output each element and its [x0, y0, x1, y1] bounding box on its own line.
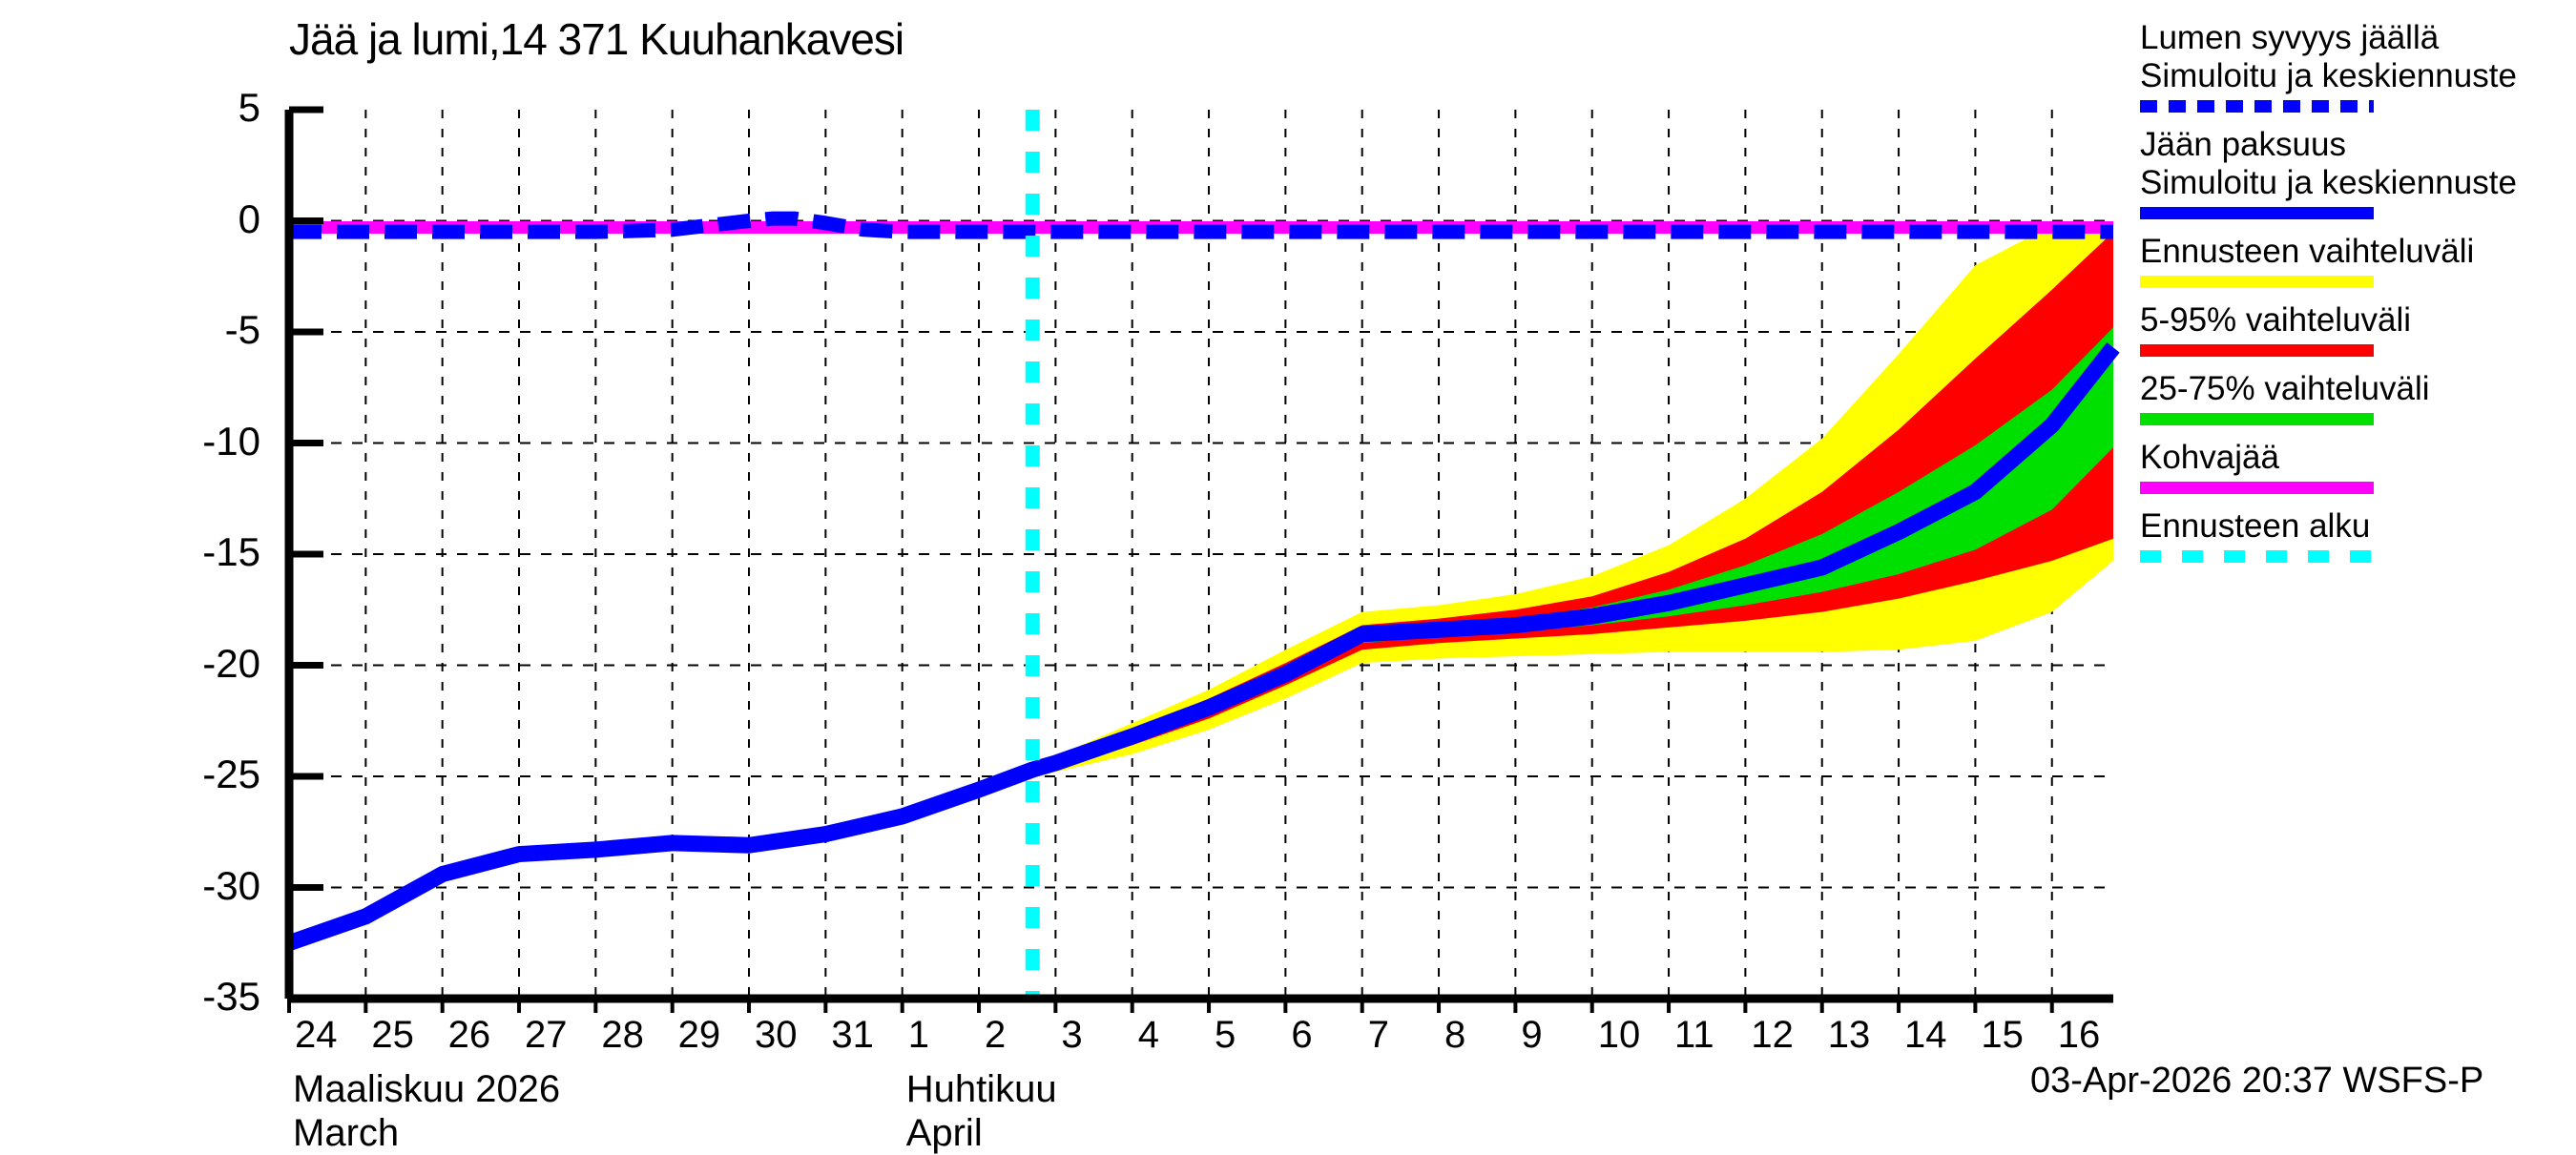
x-axis-tick-label: 12	[1751, 1014, 1794, 1056]
y-axis-tick-label: 5	[238, 85, 260, 130]
x-axis-tick-label: 25	[371, 1014, 414, 1056]
legend-swatch	[2140, 276, 2374, 288]
y-axis-tick-label: -20	[202, 640, 260, 686]
y-axis-tick-label: -35	[202, 974, 260, 1019]
legend-label: Jään paksuus	[2140, 126, 2346, 163]
x-axis-tick-label: 5	[1215, 1014, 1236, 1056]
x-axis-tick-label: 26	[447, 1014, 491, 1056]
legend-entry[interactable]: Ennusteen alku	[2140, 507, 2569, 563]
forecast-band	[1032, 225, 2113, 773]
legend-label: 25-75% vaihteluväli	[2140, 370, 2430, 407]
y-axis-tick-label: -15	[202, 529, 260, 574]
legend-label-secondary: Simuloitu ja keskiennuste	[2140, 164, 2517, 201]
footer-timestamp: 03-Apr-2026 20:37 WSFS-P	[2030, 1061, 2484, 1101]
x-axis-tick-label: 10	[1597, 1014, 1641, 1056]
y-axis-tick-label: 0	[238, 196, 260, 241]
x-axis-tick-label: 2	[985, 1014, 1007, 1056]
legend-entry[interactable]: 25-75% vaihteluväli	[2140, 370, 2569, 425]
x-axis-tick-label: 8	[1444, 1014, 1466, 1056]
legend-label-secondary: Simuloitu ja keskiennuste	[2140, 57, 2517, 94]
y-axis-tick-label: -5	[224, 307, 260, 352]
month-label-en: March	[293, 1112, 400, 1154]
legend-entry[interactable]: Ennusteen vaihteluväli	[2140, 233, 2569, 288]
legend-entry[interactable]: Jään paksuus Simuloitu ja keskiennuste	[2140, 126, 2569, 219]
x-axis-tick-label: 15	[1981, 1014, 2024, 1056]
legend: Lumen syvyys jäällä Simuloitu ja keskienn…	[2140, 19, 2569, 576]
x-axis-tick-label: 7	[1367, 1014, 1389, 1056]
series-ice-thickness	[286, 342, 2120, 951]
legend-swatch	[2140, 482, 2374, 494]
legend-swatch	[2140, 100, 2374, 113]
x-axis-tick-label: 27	[525, 1014, 568, 1056]
month-label-en: April	[905, 1112, 983, 1154]
x-axis-tick-label: 16	[2057, 1014, 2101, 1056]
x-axis-tick-label: 4	[1137, 1014, 1159, 1056]
x-axis-tick-label: 30	[755, 1014, 798, 1056]
legend-label: Ennusteen vaihteluväli	[2140, 233, 2475, 270]
x-axis-tick-label: 1	[907, 1014, 929, 1056]
y-axis-tick-label: -25	[202, 752, 260, 796]
legend-swatch	[2140, 550, 2374, 563]
legend-entry[interactable]: Lumen syvyys jäällä Simuloitu ja keskienn…	[2140, 19, 2569, 113]
x-axis-tick-label: 13	[1827, 1014, 1871, 1056]
legend-label: 5-95% vaihteluväli	[2140, 301, 2412, 339]
legend-label: Kohvajää	[2140, 439, 2279, 476]
legend-label: Lumen syvyys jäällä	[2140, 19, 2440, 56]
x-axis-tick-label: 28	[601, 1014, 644, 1056]
x-axis-tick-label: 9	[1521, 1014, 1543, 1056]
legend-entry[interactable]: 5-95% vaihteluväli	[2140, 301, 2569, 357]
legend-label: Ennusteen alku	[2140, 507, 2371, 545]
y-axis-tick-label: -10	[202, 418, 260, 464]
month-label-fi: Maaliskuu 2026	[293, 1068, 561, 1110]
month-label-fi: Huhtikuu	[905, 1068, 1057, 1110]
x-axis-tick-label: 31	[831, 1014, 874, 1056]
page-title: Jää ja lumi,14 371 Kuuhankavesi	[289, 14, 904, 64]
x-axis-tick-label: 11	[1674, 1014, 1714, 1056]
x-axis-tick-label: 29	[677, 1014, 721, 1056]
x-axis-tick-label: 3	[1061, 1014, 1083, 1056]
x-axis-tick-label: 6	[1291, 1014, 1313, 1056]
legend-entry[interactable]: Kohvajää	[2140, 439, 2569, 494]
x-axis-tick-label: 24	[295, 1014, 338, 1056]
month-label-block: Maaliskuu 2026 March	[293, 1067, 560, 1155]
month-label-block: Huhtikuu April	[906, 1067, 1057, 1155]
legend-swatch	[2140, 344, 2374, 357]
legend-swatch	[2140, 413, 2374, 425]
y-axis-tick-label: -30	[202, 862, 260, 908]
legend-swatch	[2140, 207, 2374, 219]
x-axis-tick-label: 14	[1904, 1014, 1947, 1056]
